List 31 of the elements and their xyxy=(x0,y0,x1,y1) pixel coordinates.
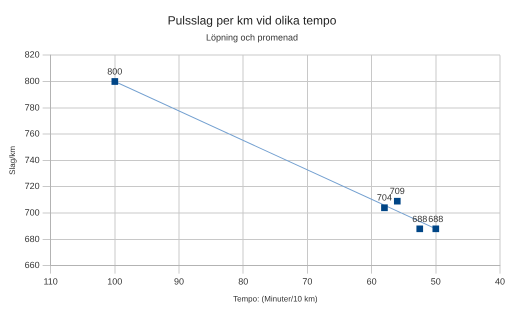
x-axis-title: Tempo: (Minuter/10 km) xyxy=(233,294,318,304)
y-tick-label: 780 xyxy=(24,102,40,112)
y-tick-label: 680 xyxy=(24,234,40,244)
data-label: 704 xyxy=(376,192,392,203)
x-tick-label: 90 xyxy=(174,276,184,286)
x-tick-label: 50 xyxy=(430,276,441,286)
y-tick-label: 760 xyxy=(24,128,40,139)
y-tick-label: 720 xyxy=(24,181,40,192)
point xyxy=(416,225,424,232)
data-label: 800 xyxy=(107,66,122,76)
y-tick-label: 820 xyxy=(24,50,40,60)
y-axis-title: Slag/km xyxy=(8,146,18,175)
y-tick-label: 660 xyxy=(24,260,40,270)
point xyxy=(432,225,440,232)
point xyxy=(381,204,388,212)
data-label: 688 xyxy=(412,214,428,224)
point xyxy=(394,198,401,204)
y-tick-label: 740 xyxy=(24,154,40,165)
x-tick-label: 110 xyxy=(43,276,58,286)
x-tick-label: 40 xyxy=(494,276,506,286)
data-label: 688 xyxy=(428,214,444,224)
chart-title: Pulsslag per km vid olika tempo xyxy=(168,14,337,28)
data-label: 709 xyxy=(390,186,405,196)
x-tick-label: 60 xyxy=(366,276,377,286)
x-tick-label: 80 xyxy=(238,276,248,286)
point xyxy=(111,78,118,85)
x-tick-label: 70 xyxy=(302,276,312,286)
chart-subtitle: Löpning och promenad xyxy=(206,32,298,42)
y-tick-label: 800 xyxy=(24,76,40,86)
x-tick-label: 100 xyxy=(107,276,122,286)
y-tick-label: 700 xyxy=(24,207,40,218)
